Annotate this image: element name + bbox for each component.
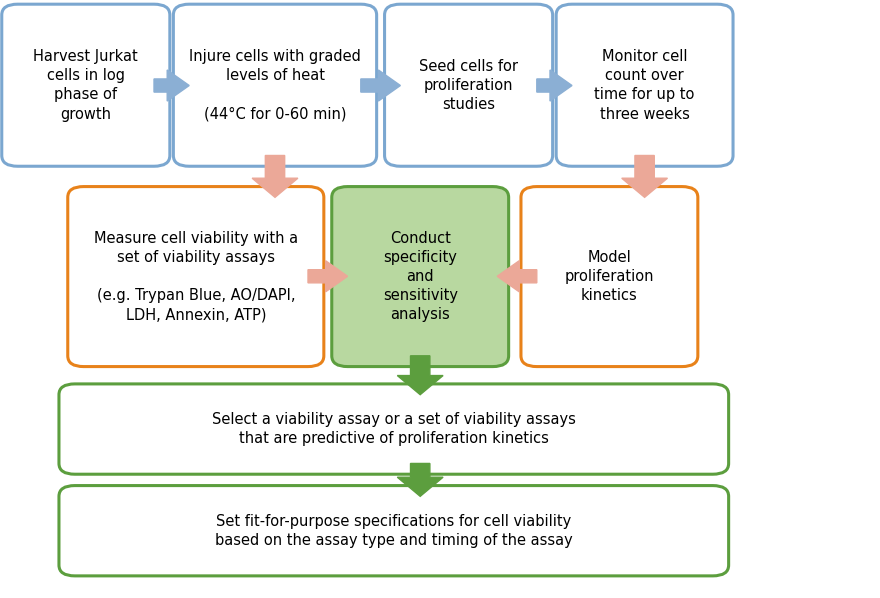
FancyArrow shape — [537, 70, 572, 101]
Text: Injure cells with graded
levels of heat

(44°C for 0-60 min): Injure cells with graded levels of heat … — [189, 49, 361, 121]
FancyArrow shape — [497, 261, 537, 292]
Text: Harvest Jurkat
cells in log
phase of
growth: Harvest Jurkat cells in log phase of gro… — [33, 49, 138, 121]
FancyArrow shape — [252, 155, 297, 197]
Text: Model
proliferation
kinetics: Model proliferation kinetics — [565, 250, 654, 303]
FancyArrow shape — [308, 261, 348, 292]
FancyBboxPatch shape — [2, 4, 170, 166]
Text: Select a viability assay or a set of viability assays
that are predictive of pro: Select a viability assay or a set of via… — [212, 412, 576, 446]
FancyBboxPatch shape — [59, 486, 729, 576]
FancyBboxPatch shape — [59, 384, 729, 474]
Text: Set fit-for-purpose specifications for cell viability
based on the assay type an: Set fit-for-purpose specifications for c… — [215, 514, 573, 548]
FancyBboxPatch shape — [385, 4, 553, 166]
FancyArrow shape — [622, 155, 668, 197]
Text: Monitor cell
count over
time for up to
three weeks: Monitor cell count over time for up to t… — [594, 49, 695, 121]
FancyBboxPatch shape — [556, 4, 733, 166]
FancyBboxPatch shape — [68, 187, 324, 367]
Text: Measure cell viability with a
set of viability assays

(e.g. Trypan Blue, AO/DAP: Measure cell viability with a set of via… — [94, 231, 297, 322]
Text: Seed cells for
proliferation
studies: Seed cells for proliferation studies — [419, 59, 518, 112]
FancyArrow shape — [154, 70, 189, 101]
FancyArrow shape — [361, 70, 400, 101]
FancyArrow shape — [397, 463, 443, 496]
Text: Conduct
specificity
and
sensitivity
analysis: Conduct specificity and sensitivity anal… — [383, 231, 458, 322]
FancyBboxPatch shape — [332, 187, 509, 367]
FancyArrow shape — [397, 356, 443, 395]
FancyBboxPatch shape — [173, 4, 377, 166]
FancyBboxPatch shape — [521, 187, 698, 367]
